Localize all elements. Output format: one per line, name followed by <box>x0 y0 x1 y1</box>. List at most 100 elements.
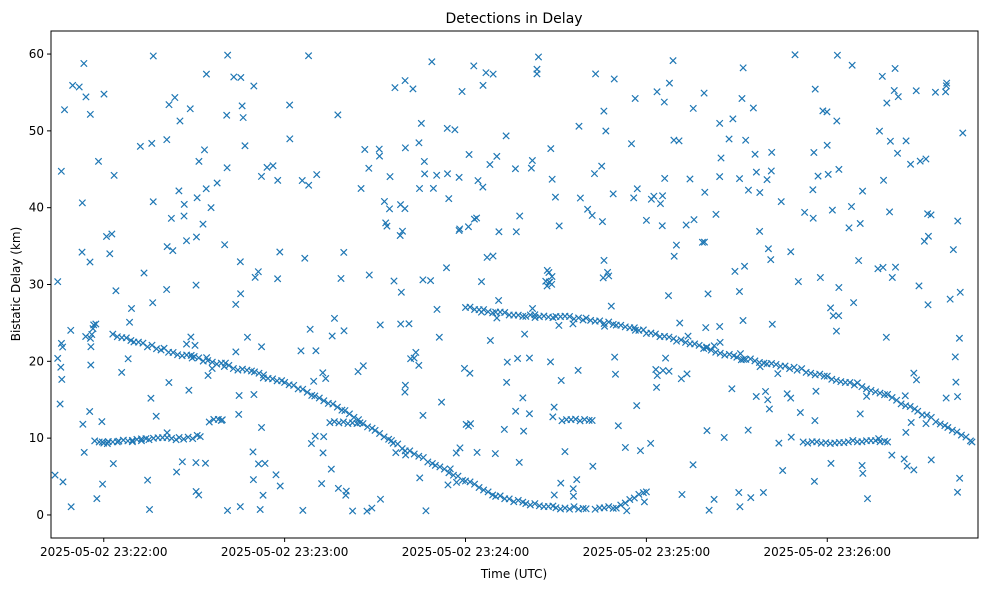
detection-point <box>640 498 649 506</box>
detection-point <box>218 416 226 424</box>
detection-point <box>78 248 86 256</box>
detection-point <box>195 491 203 499</box>
detection-point <box>548 280 556 288</box>
detection-point <box>484 488 492 496</box>
detection-point <box>477 278 486 286</box>
detection-point <box>716 173 724 181</box>
detection-point <box>827 459 835 468</box>
detection-point <box>781 362 789 370</box>
detection-point <box>357 184 365 193</box>
detection-point <box>603 268 612 276</box>
detection-point <box>700 89 708 97</box>
detection-point <box>306 325 314 333</box>
detection-point <box>299 385 307 393</box>
detection-point <box>883 99 891 107</box>
detection-point <box>906 160 915 168</box>
detection-point <box>626 495 634 504</box>
detection-point <box>522 499 530 508</box>
detection-point <box>956 474 964 482</box>
detection-point <box>397 288 405 296</box>
detection-point <box>259 374 267 382</box>
detection-point <box>494 296 503 305</box>
detection-point <box>809 214 817 222</box>
detection-point <box>882 333 890 341</box>
detection-point <box>93 494 101 503</box>
detection-point <box>636 447 645 455</box>
detection-point <box>191 341 199 349</box>
detection-point <box>334 111 342 119</box>
detection-point <box>659 366 667 375</box>
detection-point <box>910 466 918 474</box>
detection-point <box>635 490 643 499</box>
detection-point <box>631 94 639 103</box>
detection-point <box>672 241 681 249</box>
detection-point <box>455 173 463 182</box>
detection-point <box>740 262 749 270</box>
detection-point <box>863 392 871 400</box>
detection-point <box>458 87 466 96</box>
detection-point <box>110 171 118 179</box>
detection-point <box>661 354 670 362</box>
y-axis-label: Bistatic Delay (km) <box>9 227 23 342</box>
detection-point <box>879 263 887 272</box>
detection-point <box>149 198 157 206</box>
detection-point <box>725 350 733 358</box>
detection-point <box>319 369 327 377</box>
detection-point <box>924 232 933 240</box>
detection-point <box>193 194 201 202</box>
detection-point <box>859 469 867 477</box>
detection-point <box>702 323 710 332</box>
detection-point <box>98 418 106 426</box>
detection-point <box>944 423 952 432</box>
detection-point <box>259 371 268 379</box>
detection-point <box>514 496 522 504</box>
detection-point <box>631 326 640 334</box>
detection-point <box>894 93 902 101</box>
detection-point <box>701 188 709 196</box>
detection-point <box>891 263 900 271</box>
detection-point <box>845 224 853 232</box>
detection-point <box>867 386 875 395</box>
detection-point <box>590 170 599 178</box>
detection-point <box>923 210 932 218</box>
detection-point <box>109 460 117 468</box>
detection-point <box>902 428 910 436</box>
detection-point <box>505 495 513 503</box>
detection-point <box>761 387 770 396</box>
detection-point <box>605 503 613 511</box>
detection-point <box>879 176 888 184</box>
detection-point <box>728 385 736 393</box>
detection-point <box>348 507 357 515</box>
detection-point <box>382 219 390 227</box>
detection-point <box>642 216 651 224</box>
detection-point <box>611 370 620 378</box>
detection-point <box>223 111 231 119</box>
detection-point <box>221 359 230 367</box>
detection-point <box>736 349 745 358</box>
detection-point <box>690 340 699 348</box>
detection-point <box>182 237 191 245</box>
detection-point <box>809 186 817 194</box>
detection-point <box>602 127 610 135</box>
detection-point <box>695 341 703 349</box>
detection-point <box>897 400 905 408</box>
detection-point <box>846 378 854 387</box>
detection-point <box>470 62 478 70</box>
detection-point <box>272 471 280 479</box>
detection-point <box>167 434 176 442</box>
detection-point <box>140 269 148 277</box>
detection-point <box>585 416 593 424</box>
detection-point <box>390 277 398 285</box>
detection-point <box>419 276 427 284</box>
detection-point <box>311 432 319 440</box>
detection-point <box>630 494 638 502</box>
detection-point <box>690 216 698 224</box>
detection-point <box>924 301 932 309</box>
detection-point <box>953 488 962 496</box>
detection-point <box>472 214 481 222</box>
detection-point <box>561 504 569 512</box>
detection-point <box>301 254 309 262</box>
plot-area <box>50 30 979 539</box>
detection-point <box>570 503 578 511</box>
detection-point <box>236 502 244 511</box>
